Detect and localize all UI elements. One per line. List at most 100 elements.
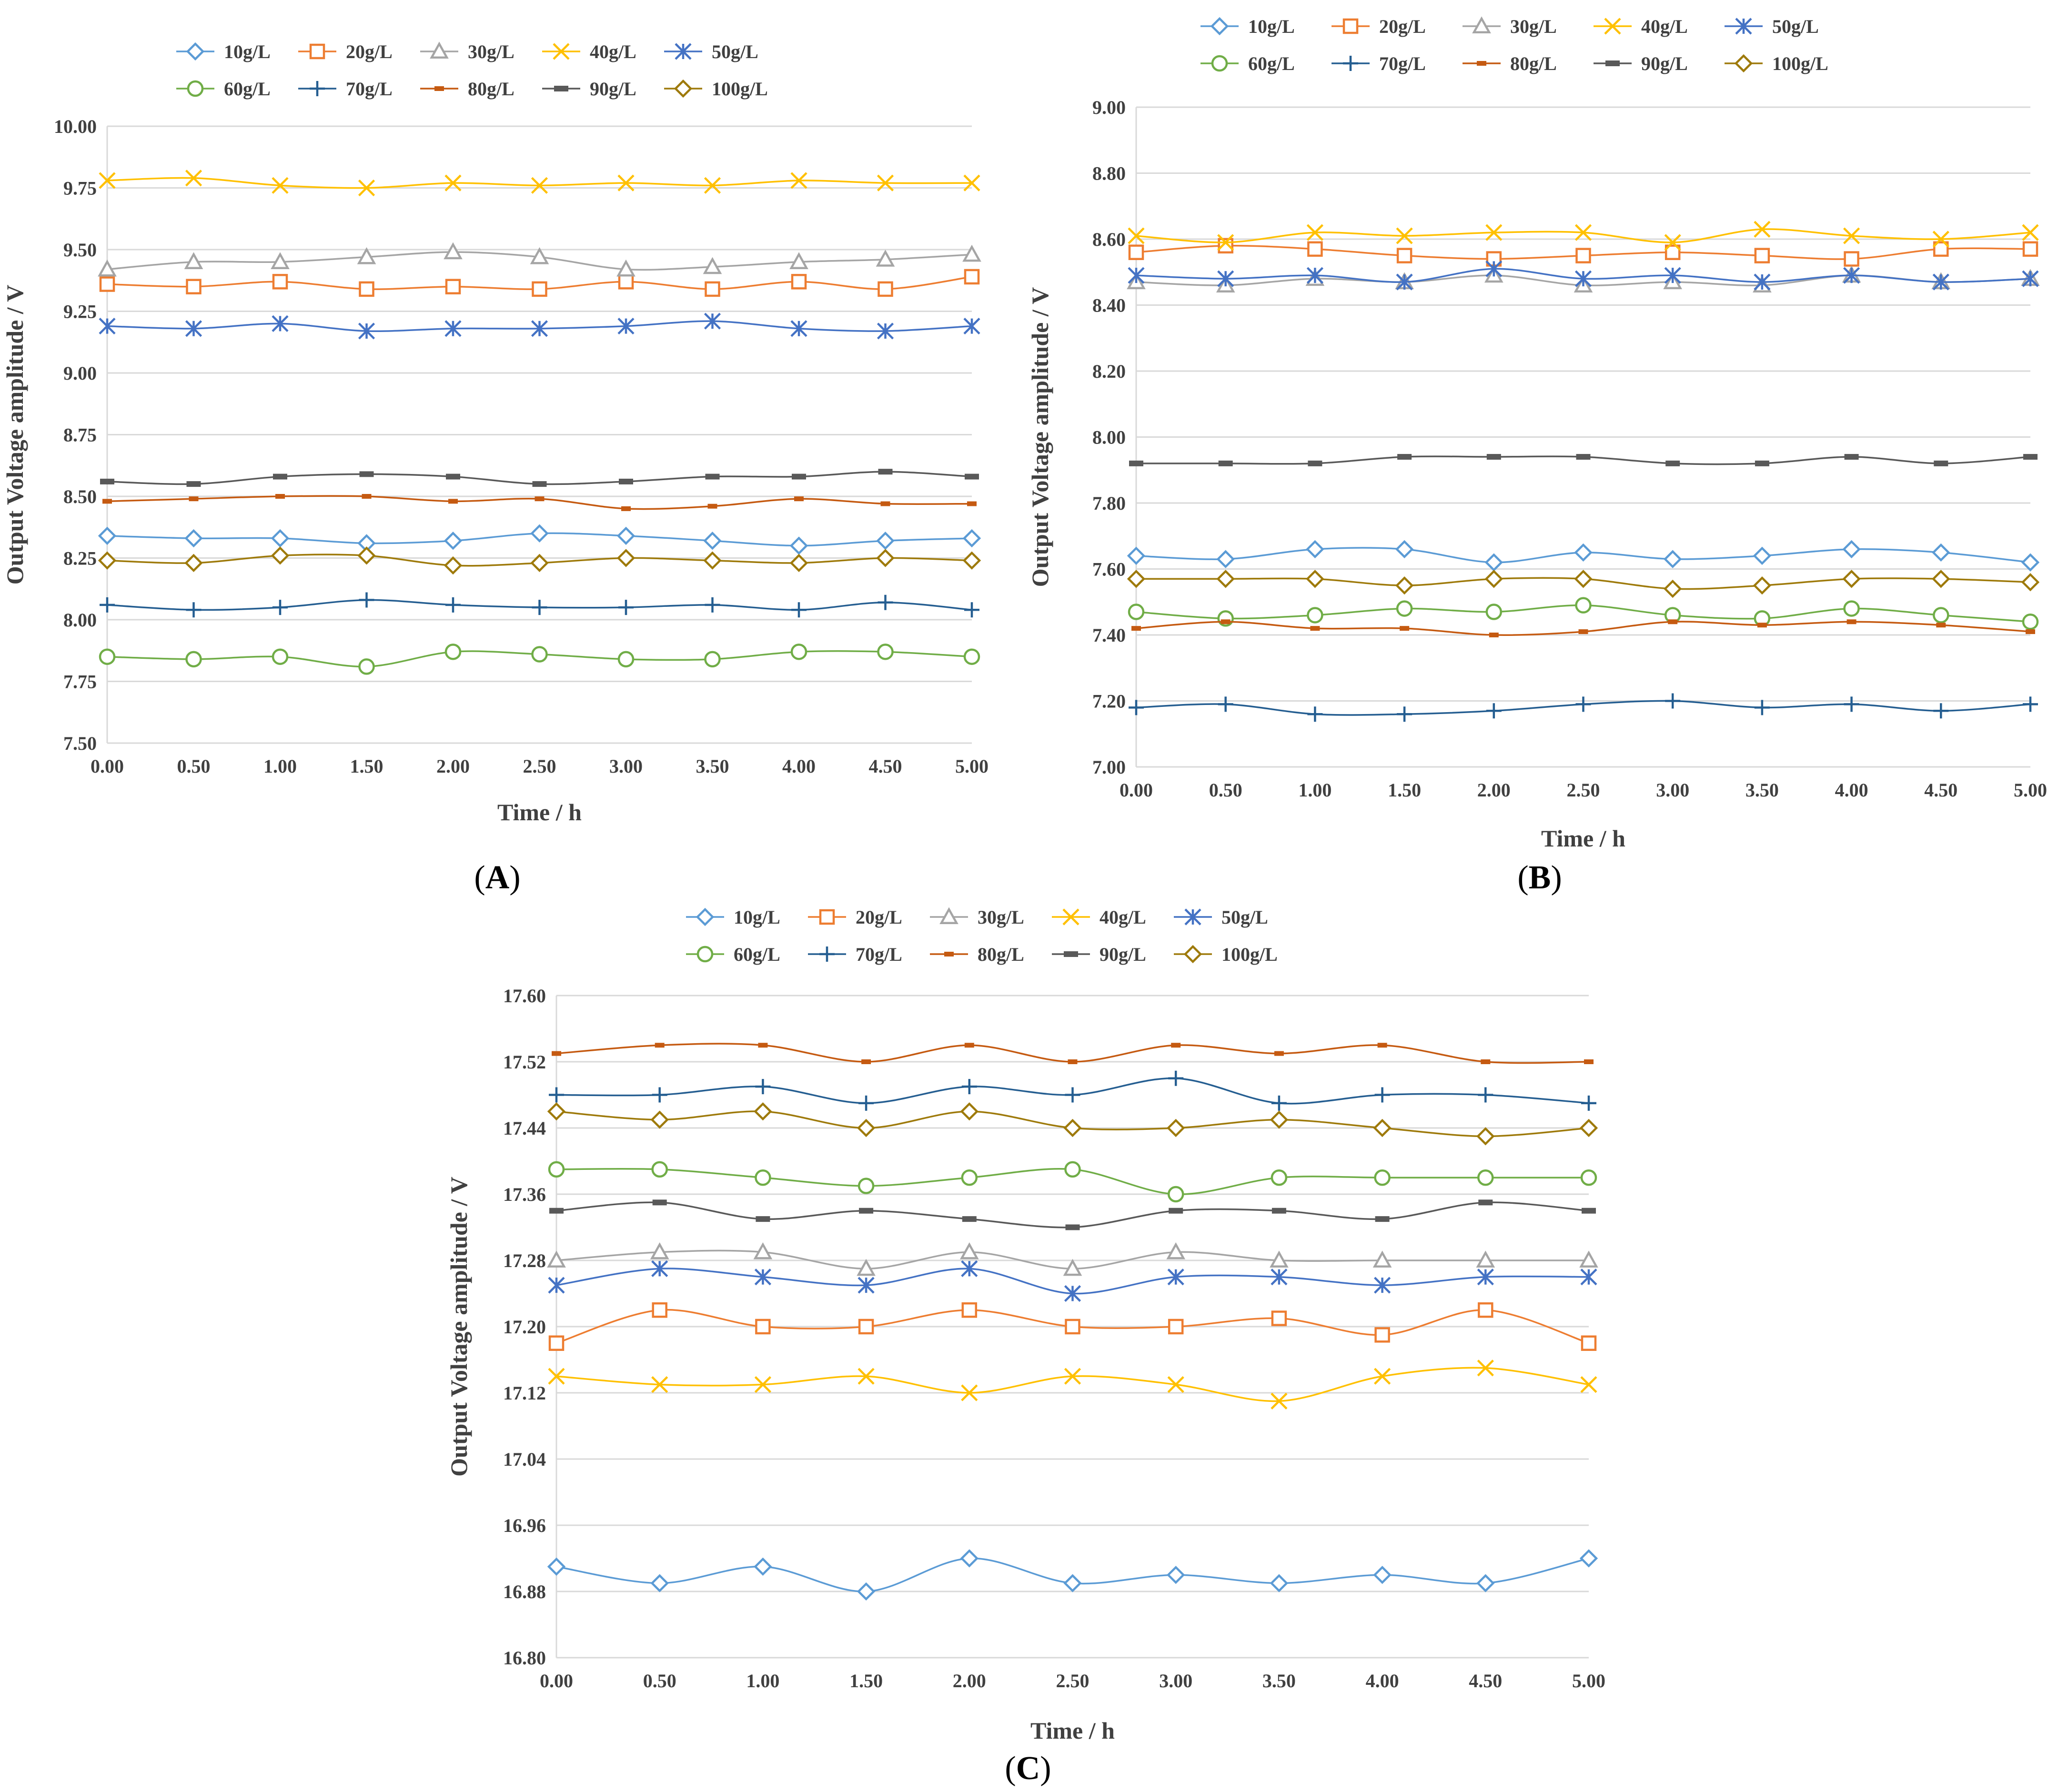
panel-letter: A (485, 859, 510, 896)
data-point (1665, 693, 1681, 709)
y-tick-label: 7.00 (1092, 756, 1126, 778)
data-point (655, 1043, 665, 1048)
data-point (959, 1242, 979, 1259)
data-point (530, 524, 549, 543)
legend: 10g/L 20g/L 30g/L 40g/L 50g/L 60g/L 70g/L 80g/L… (686, 906, 1278, 965)
x-tick-label: 2.50 (523, 755, 556, 777)
data-point (858, 1277, 875, 1294)
series-40g-per-L (99, 170, 980, 197)
data-point (1664, 579, 1682, 598)
data-point (962, 1216, 977, 1222)
data-point (1575, 248, 1591, 263)
data-point (1753, 546, 1772, 565)
data-point (1846, 619, 1856, 624)
data-point (1373, 1118, 1392, 1138)
data-point (186, 279, 202, 294)
legend-label: 80g/L (468, 78, 514, 100)
data-point (1574, 224, 1592, 241)
data-point (357, 546, 376, 565)
panel-label-open: ( (1517, 859, 1528, 896)
data-point (1217, 270, 1234, 287)
legend-label: 40g/L (1100, 906, 1146, 928)
data-point (359, 471, 374, 477)
data-point (1575, 597, 1592, 614)
data-point (1372, 1250, 1392, 1268)
data-point (184, 554, 203, 573)
data-point (1271, 1310, 1287, 1326)
data-point (651, 1161, 668, 1178)
panel-letter: C (1016, 1750, 1040, 1787)
data-point (2022, 224, 2039, 241)
data-point (444, 556, 463, 575)
x-axis-label: Time / h (1541, 825, 1625, 852)
data-point (707, 503, 717, 509)
data-point (1063, 1574, 1082, 1592)
data-point (962, 529, 981, 548)
x-tick-label: 3.50 (1745, 779, 1779, 801)
data-point (621, 506, 631, 511)
series-100g-per-L (547, 1102, 1598, 1146)
x-tick-label: 4.50 (1469, 1670, 1502, 1691)
series-30g-per-L (547, 1242, 1598, 1276)
data-point (704, 177, 721, 194)
data-point (1753, 576, 1772, 595)
data-point (1580, 1169, 1597, 1186)
data-point (703, 257, 722, 274)
legend-marker (1472, 16, 1491, 34)
data-point (548, 1161, 565, 1178)
x-tick-label: 0.50 (1209, 779, 1242, 801)
x-tick-label: 4.00 (782, 755, 816, 777)
data-point (1373, 1566, 1392, 1584)
y-tick-label: 8.50 (63, 486, 97, 507)
legend-label: 100g/L (712, 78, 768, 100)
data-point (358, 179, 375, 197)
x-tick-label: 4.00 (1835, 779, 1868, 801)
data-point (754, 1102, 772, 1121)
data-point (791, 602, 807, 618)
legend-marker (1062, 908, 1079, 926)
data-point (99, 172, 116, 189)
legend-label: 100g/L (1772, 53, 1828, 74)
y-tick-label: 7.40 (1092, 624, 1126, 646)
x-tick-label: 2.00 (436, 755, 470, 777)
legend-label: 100g/L (1221, 944, 1278, 965)
data-point (616, 526, 636, 545)
y-tick-label: 17.28 (503, 1250, 546, 1271)
series-10g-per-L (1127, 540, 2040, 572)
data-point (857, 1118, 876, 1138)
data-point (445, 597, 461, 613)
data-point (186, 481, 201, 487)
data-point (964, 269, 980, 285)
data-point (444, 174, 462, 191)
x-tick-label: 4.50 (1924, 779, 1957, 801)
data-point (1477, 1268, 1494, 1286)
data-point (1664, 267, 1681, 284)
data-point (878, 469, 893, 475)
x-tick-label: 5.00 (955, 755, 989, 777)
data-point (1221, 619, 1231, 624)
data-point (532, 600, 547, 615)
data-point (1485, 260, 1503, 277)
data-point (1270, 1110, 1289, 1129)
data-point (1271, 1392, 1288, 1409)
data-point (1933, 703, 1949, 719)
series-100g-per-L (1127, 570, 2040, 598)
panel-label: (A) (474, 859, 520, 896)
x-axis-label: Time / h (1030, 1717, 1115, 1744)
chart-panel-b: 7.00 7.20 7.40 7.60 7.80 8.00 8.20 8.40 8.60 8.80… (1027, 16, 2047, 896)
data-point (1664, 234, 1681, 251)
data-point (650, 1110, 669, 1129)
data-point (755, 1319, 771, 1335)
legend-label: 40g/L (590, 41, 636, 62)
chart-panel-c: 16.80 16.88 16.96 17.04 17.12 17.20 17.28 17.36… (445, 906, 1605, 1787)
legend-label: 80g/L (1510, 53, 1557, 74)
x-tick-label: 0.50 (177, 755, 211, 777)
data-point (1484, 553, 1503, 572)
panel-letter: B (1529, 859, 1551, 896)
data-point (444, 644, 462, 660)
data-point (1478, 1199, 1493, 1206)
legend-marker (309, 43, 325, 60)
series-40g-per-L (1128, 221, 2039, 251)
legend-marker (553, 43, 570, 60)
